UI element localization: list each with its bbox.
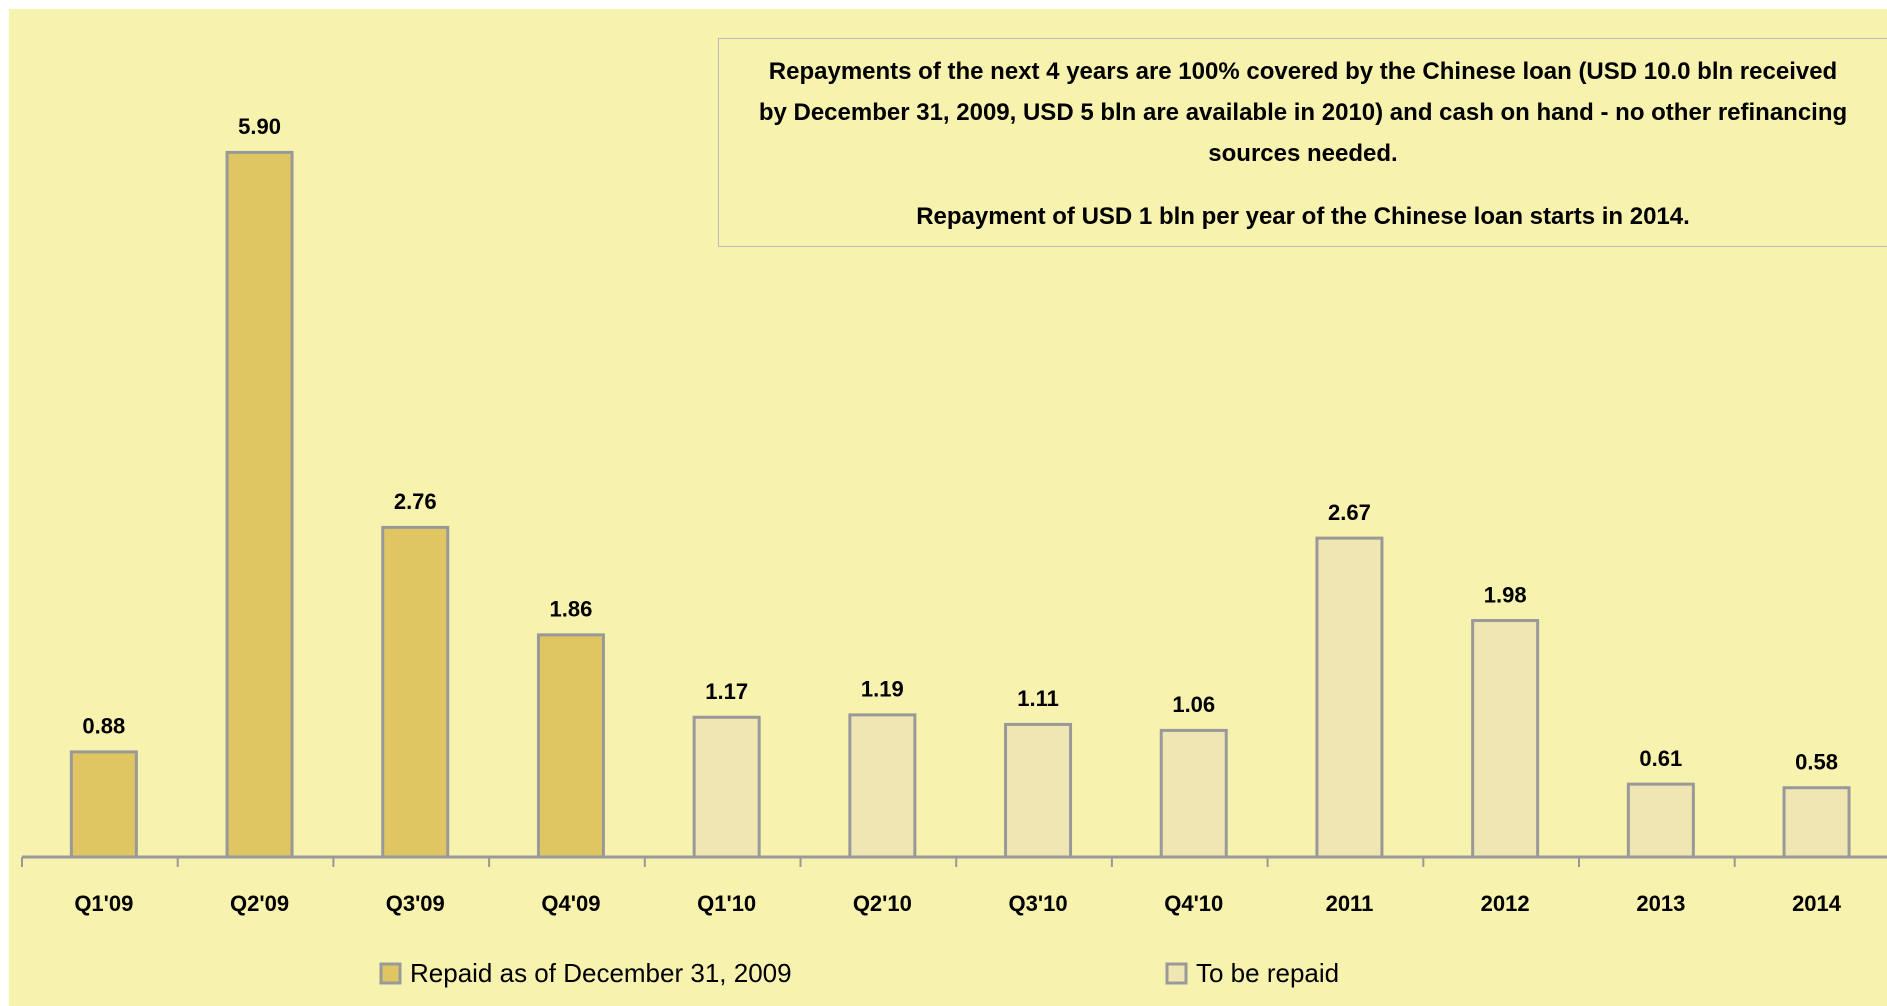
bar [536, 633, 605, 859]
chart-background [9, 9, 1887, 1006]
x-tick-label: Q3'09 [386, 891, 445, 916]
x-tick-label: Q4'10 [1164, 891, 1223, 916]
bar [1626, 782, 1695, 859]
value-label: 1.19 [861, 677, 904, 702]
legend-label: To be repaid [1196, 958, 1339, 988]
bar [225, 150, 294, 859]
bar [1471, 619, 1540, 859]
value-label: 1.17 [705, 679, 748, 704]
value-label: 1.11 [1017, 686, 1059, 711]
bar [1159, 728, 1228, 859]
legend-swatch [379, 962, 402, 985]
annotation-box: Repayments of the next 4 years are 100% … [718, 38, 1887, 247]
bar [1782, 786, 1851, 859]
bar [1315, 536, 1384, 859]
x-tick-label: Q2'09 [230, 891, 289, 916]
annotation: Repayment of USD 1 bln per year of the C… [916, 203, 1690, 230]
value-label: 1.06 [1172, 692, 1215, 717]
value-label: 1.86 [550, 597, 593, 622]
x-tick-label: Q4'09 [541, 891, 600, 916]
x-tick-label: Q2'10 [853, 891, 912, 916]
x-tick-label: 2011 [1326, 891, 1374, 916]
bar [692, 715, 761, 859]
legend-label: Repaid as of December 31, 2009 [410, 958, 792, 988]
value-label: 0.58 [1795, 750, 1838, 775]
x-tick-label: Q1'10 [697, 891, 756, 916]
value-label: 1.98 [1484, 582, 1527, 607]
bar [69, 750, 138, 859]
bar [848, 713, 917, 859]
annotation: Repayments of the next 4 years are 100% … [758, 58, 1848, 167]
x-tick-label: 2012 [1481, 891, 1530, 916]
x-tick-label: 2014 [1792, 891, 1842, 916]
bar [381, 525, 450, 859]
value-label: 2.67 [1328, 500, 1371, 525]
value-label: 0.61 [1639, 746, 1682, 771]
value-label: 5.90 [238, 114, 281, 139]
value-label: 0.88 [82, 714, 125, 739]
bar [1004, 722, 1073, 859]
x-tick-label: Q3'10 [1009, 891, 1068, 916]
x-tick-label: Q1'09 [74, 891, 133, 916]
legend-swatch [1165, 962, 1188, 985]
value-label: 2.76 [394, 489, 437, 514]
x-tick-label: 2013 [1636, 891, 1685, 916]
